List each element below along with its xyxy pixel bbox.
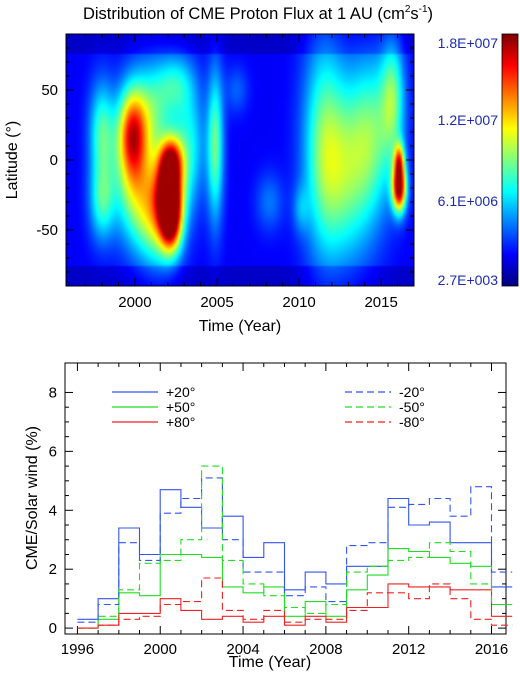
series-line-+80 (77, 583, 513, 629)
colorbar-label-2: 1.2E+007 (438, 112, 499, 128)
ratio-y-tick-label: 6 (49, 443, 57, 460)
series-line--20 (77, 477, 513, 623)
heatmap-y-ticks: 50 0 -50 (36, 47, 414, 273)
ratio-y-ticks: 0 2 4 6 8 (49, 384, 506, 637)
heatmap-x-axis-label: Time (Year) (199, 318, 281, 335)
heatmap-x-ticks: 2000 2005 2010 2015 (68, 34, 415, 311)
legend-label: -80° (399, 414, 425, 430)
ratio-y-tick-label: 2 (49, 561, 57, 578)
series-line--80 (77, 577, 513, 629)
heatmap-image (66, 34, 414, 286)
ratio-x-tick-label: 2000 (144, 641, 177, 658)
legend-label: +50° (166, 399, 195, 415)
ratio-y-tick-label: 8 (49, 384, 57, 401)
ratio-x-tick-label: 2004 (226, 641, 259, 658)
ratio-y-tick-label: 0 (49, 620, 57, 637)
ratio-plot-frame (64, 362, 507, 635)
legend-label: -20° (399, 384, 425, 400)
ratio-y-tick-label: 4 (49, 502, 57, 519)
ratio-x-ticks: 1996 2000 2004 2008 2012 2016 (61, 363, 508, 658)
ratio-y-axis-label: CME/Solar wind (%) (24, 426, 41, 570)
ratio-panel: 1996 2000 2004 2008 2012 2016 0 2 4 6 8 +20°+50°+… (24, 362, 513, 671)
colorbar-label-3: 6.1E+006 (438, 193, 499, 209)
colorbar-label-min: 2.7E+003 (438, 272, 499, 288)
heatmap-y-tick-label: 0 (50, 152, 58, 169)
colorbar-image (502, 34, 518, 286)
legend-label: +80° (166, 414, 195, 430)
series-line-+20 (77, 489, 513, 620)
colorbar-frame (501, 33, 519, 287)
heatmap-title: Distribution of CME Proton Flux at 1 AU … (83, 4, 433, 23)
legend-label: -50° (399, 399, 425, 415)
heatmap-y-tick-label: 50 (41, 82, 58, 99)
heatmap-panel: Distribution of CME Proton Flux at 1 AU … (4, 4, 519, 335)
heatmap-x-tick-label: 2015 (364, 294, 397, 311)
ratio-x-tick-label: 1996 (61, 641, 94, 658)
ratio-legend: +20°+50°+80° -20°-50°-80° (112, 384, 425, 430)
heatmap-y-tick-label: -50 (36, 222, 58, 239)
legend-label: +20° (166, 384, 195, 400)
ratio-x-tick-label: 2012 (392, 641, 425, 658)
heatmap-x-tick-label: 2005 (200, 294, 233, 311)
ratio-x-tick-label: 2016 (475, 641, 508, 658)
series-line--50 (77, 465, 513, 629)
ratio-x-axis-label: Time (Year) (229, 654, 311, 671)
heatmap-y-axis-label: Latitude (°) (4, 121, 21, 199)
ratio-series (77, 465, 513, 629)
heatmap-x-tick-label: 2010 (282, 294, 315, 311)
ratio-x-tick-label: 2008 (309, 641, 342, 658)
heatmap-x-tick-label: 2000 (118, 294, 151, 311)
colorbar-label-max: 1.8E+007 (438, 35, 499, 51)
